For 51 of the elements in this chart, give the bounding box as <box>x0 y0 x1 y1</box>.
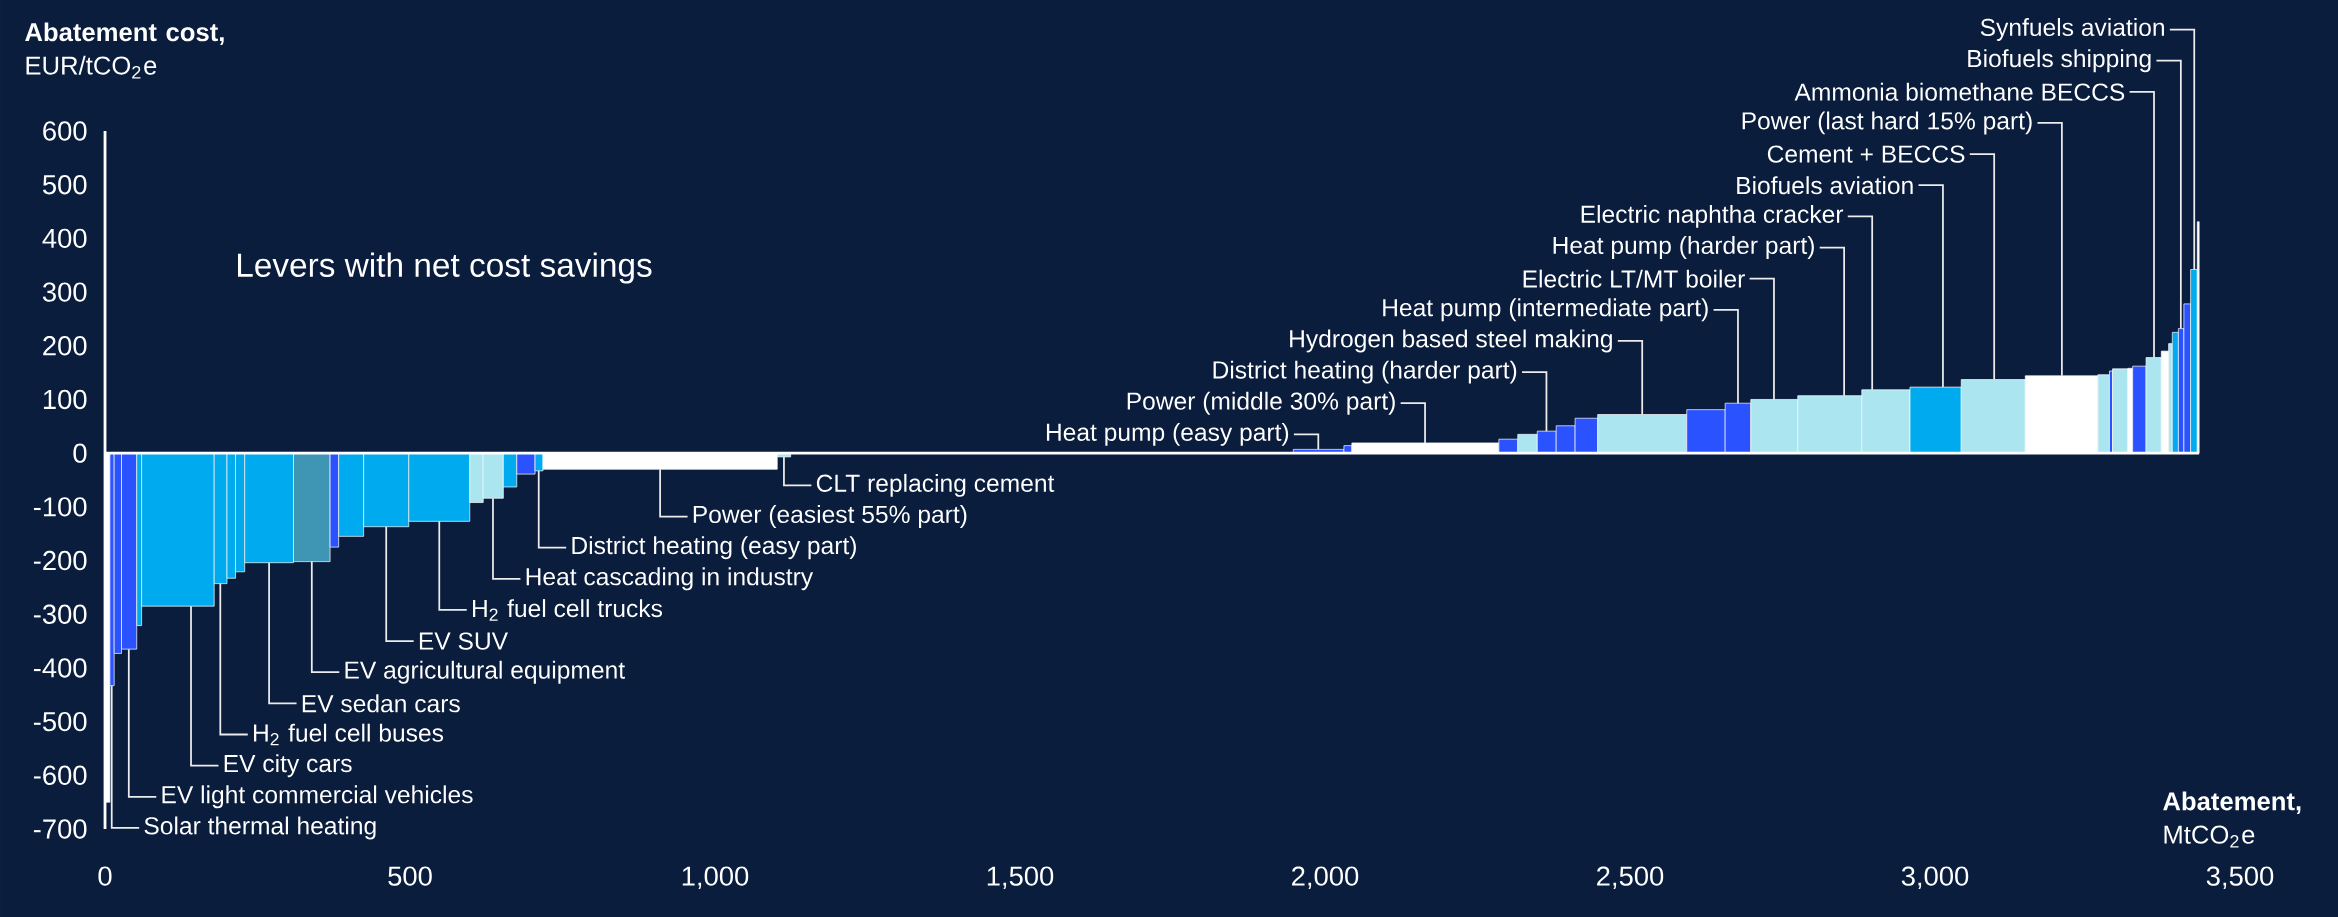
annotation: EV SUV <box>419 632 509 650</box>
y-tick-label: -300 <box>33 604 87 624</box>
annotation: Biofuels aviation <box>1737 176 1913 195</box>
annotation: Biofuels shipping <box>1968 49 2151 73</box>
x-tick-label: 0 <box>98 866 112 886</box>
y-tick-label: -600 <box>33 765 87 786</box>
annotation: Power (last hard 15% part) <box>1742 111 2032 135</box>
x-tick-label: 1,000 <box>682 866 749 890</box>
annotation: Heat pump (harder part) <box>1553 236 1814 259</box>
annotation: H$_{2}$ fuel cell buses <box>254 723 444 746</box>
annotation: EV city cars <box>224 754 352 778</box>
annotation: Heat pump (intermediate part) <box>1383 298 1708 322</box>
x-tick-label: 2,000 <box>1292 866 1359 890</box>
y-axis-title: Abatement cost, EUR/tCO$_{2}$e <box>25 22 224 79</box>
x-tick-label: 1,500 <box>987 866 1054 890</box>
annotation: Heat pump (easy part) <box>1046 422 1289 446</box>
x-tick-label: 2,500 <box>1597 866 1664 890</box>
y-tick-label: -400 <box>33 658 87 678</box>
annotation: District heating (easy part) <box>572 536 856 560</box>
annotation: Synfuels aviation <box>1980 18 2164 41</box>
y-tick-label: 600 <box>43 121 87 141</box>
y-tick-label: -200 <box>33 550 87 571</box>
annotation: Power (easiest 55% part) <box>693 505 967 528</box>
annotation: Electric LT/MT boiler <box>1523 269 1745 288</box>
y-tick-label: 300 <box>42 282 87 302</box>
y-tick-label: 0 <box>73 443 87 463</box>
y-tick-label: 400 <box>42 228 87 249</box>
x-tick-label: 500 <box>388 866 432 886</box>
annotation: CLT replacing cement <box>816 473 1055 497</box>
annotation: EV light commercial vehicles <box>162 785 473 809</box>
annotation: Hydrogen based steel making <box>1290 329 1612 353</box>
y-tick-label: -500 <box>33 711 87 732</box>
x-axis-title: Abatement, MtCO$_{2}$e <box>2163 791 2301 848</box>
annotation: Cement + BECCS <box>1767 145 1965 163</box>
annotation: District heating (harder part) <box>1213 360 1517 384</box>
annotation: Heat cascading in industry <box>526 567 814 591</box>
y-tick-label: -100 <box>33 497 87 517</box>
x-tick-label: 3,000 <box>1901 866 1969 890</box>
annotation: Electric naphtha cracker <box>1581 204 1844 228</box>
y-tick-label: 500 <box>42 174 87 195</box>
annotation: EV sedan cars <box>302 694 460 713</box>
y-tick-label: -700 <box>33 819 87 839</box>
y-tick-label: 100 <box>43 389 87 410</box>
annotation: Ammonia biomethane BECCS <box>1794 82 2125 101</box>
x-tick-label: 3,500 <box>2206 866 2274 890</box>
annotation: EV agricultural equipment <box>345 660 625 684</box>
annotation: Levers with net cost savings <box>237 252 652 284</box>
annotation: H$_{2}$ fuel cell trucks <box>473 599 663 621</box>
annotation: Power (middle 30% part) <box>1127 391 1395 415</box>
y-tick-label: 200 <box>43 336 87 356</box>
annotation: Solar thermal heating <box>144 816 376 840</box>
